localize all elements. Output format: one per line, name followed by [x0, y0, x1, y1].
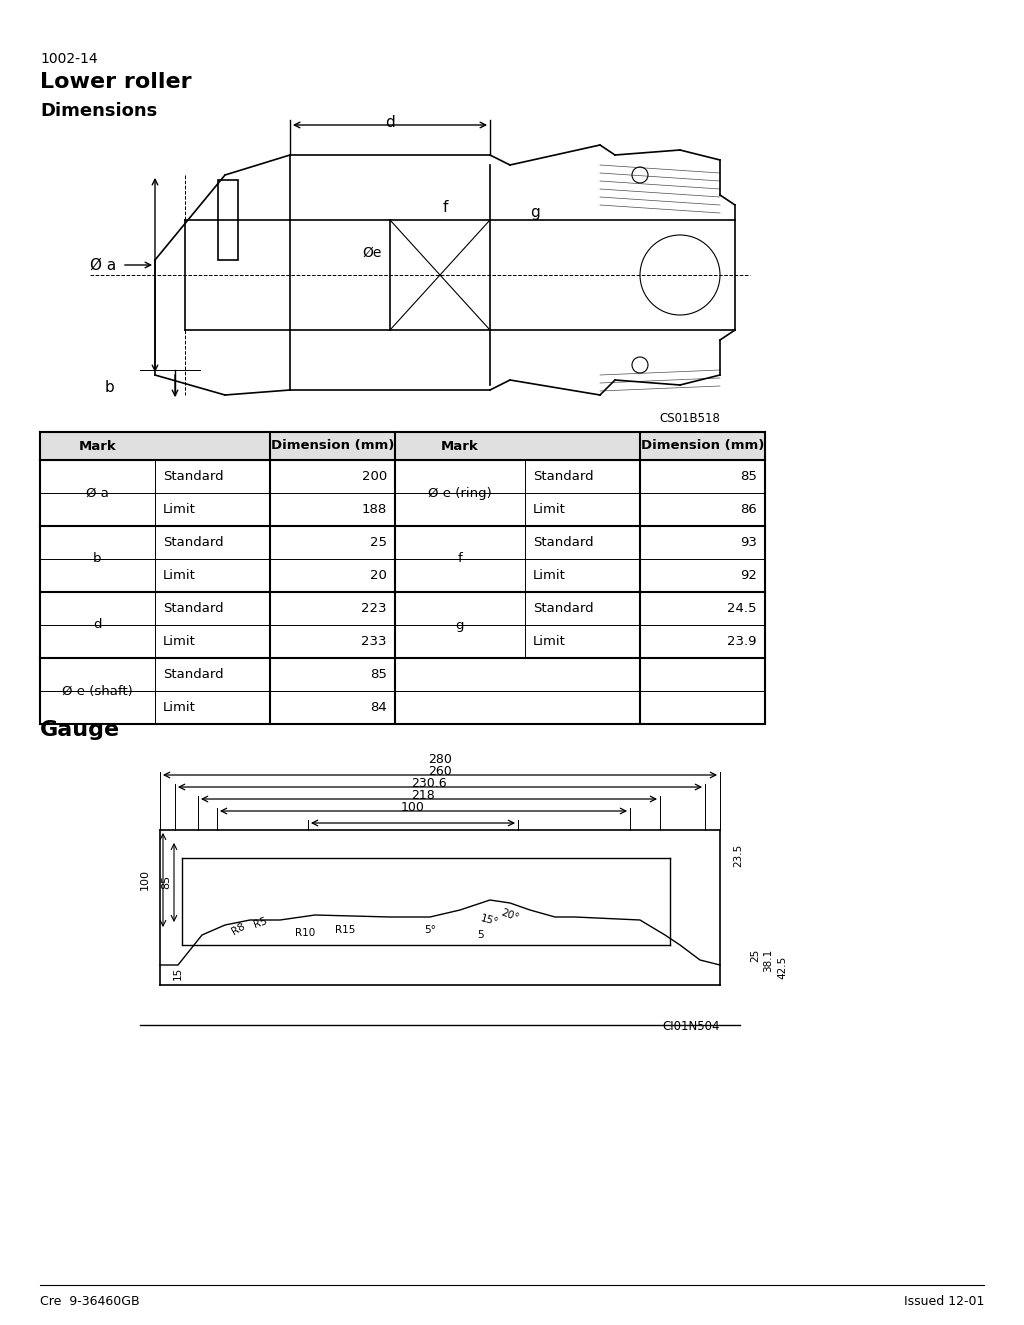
Text: 15°: 15° — [480, 913, 501, 928]
Text: g: g — [530, 205, 540, 220]
Text: 1002-14: 1002-14 — [40, 52, 97, 66]
Text: Lower roller: Lower roller — [40, 72, 191, 91]
Text: Standard: Standard — [163, 602, 223, 615]
Text: Mark: Mark — [441, 440, 479, 453]
Text: 84: 84 — [371, 701, 387, 714]
Text: Standard: Standard — [163, 470, 223, 484]
Text: 20: 20 — [370, 568, 387, 582]
Text: 218: 218 — [412, 788, 435, 802]
Text: 38.1: 38.1 — [763, 949, 773, 971]
Text: 100: 100 — [140, 869, 150, 890]
Text: Limit: Limit — [534, 635, 566, 648]
Text: Ø e (shaft): Ø e (shaft) — [62, 685, 133, 697]
Text: CI01N504: CI01N504 — [663, 1020, 720, 1034]
Text: 188: 188 — [361, 504, 387, 515]
Text: 5: 5 — [477, 930, 483, 939]
Text: Ø e (ring): Ø e (ring) — [428, 486, 492, 500]
Text: b: b — [105, 380, 115, 395]
Text: b: b — [93, 553, 101, 566]
Text: d: d — [385, 115, 395, 130]
Text: 42.5: 42.5 — [777, 955, 787, 979]
Text: 233: 233 — [361, 635, 387, 648]
Text: 20°: 20° — [500, 908, 520, 922]
Bar — [218, 180, 238, 260]
Text: Dimensions: Dimensions — [40, 102, 158, 121]
Text: Limit: Limit — [163, 504, 196, 515]
Text: Standard: Standard — [534, 537, 594, 549]
Text: 5°: 5° — [424, 925, 436, 935]
Text: Mark: Mark — [79, 440, 117, 453]
Text: Limit: Limit — [534, 568, 566, 582]
Text: Gauge: Gauge — [40, 719, 120, 739]
Text: 223: 223 — [361, 602, 387, 615]
Text: Dimension (mm): Dimension (mm) — [641, 440, 764, 453]
Text: g: g — [456, 619, 464, 632]
Text: 85: 85 — [161, 874, 171, 889]
Text: 25: 25 — [750, 949, 760, 962]
Text: Ø a: Ø a — [86, 486, 109, 500]
Text: 85: 85 — [370, 668, 387, 681]
Text: 23.5: 23.5 — [733, 844, 743, 867]
Text: f: f — [458, 553, 463, 566]
Bar — [40, 432, 765, 460]
Text: R5: R5 — [252, 916, 268, 930]
Text: 85: 85 — [740, 470, 757, 484]
Text: 24.5: 24.5 — [727, 602, 757, 615]
Text: f: f — [442, 200, 447, 216]
Text: 200: 200 — [361, 470, 387, 484]
Text: Dimension (mm): Dimension (mm) — [270, 440, 394, 453]
Text: Standard: Standard — [534, 470, 594, 484]
Text: R10: R10 — [295, 927, 315, 938]
Text: Standard: Standard — [163, 668, 223, 681]
Text: 23.9: 23.9 — [727, 635, 757, 648]
Text: R8: R8 — [229, 921, 247, 937]
Text: 260: 260 — [428, 765, 452, 778]
Text: 25: 25 — [370, 537, 387, 549]
Text: 86: 86 — [740, 504, 757, 515]
Text: Issued 12-01: Issued 12-01 — [903, 1295, 984, 1308]
Text: Limit: Limit — [534, 504, 566, 515]
Text: R15: R15 — [335, 925, 355, 935]
Text: 93: 93 — [740, 537, 757, 549]
Text: 230.6: 230.6 — [412, 776, 446, 790]
Text: Øe: Øe — [362, 246, 382, 260]
Text: 15: 15 — [173, 966, 183, 979]
Text: 92: 92 — [740, 568, 757, 582]
Text: 280: 280 — [428, 753, 452, 766]
Text: Standard: Standard — [534, 602, 594, 615]
Text: Limit: Limit — [163, 701, 196, 714]
Text: Ø a: Ø a — [90, 257, 117, 273]
Text: Standard: Standard — [163, 537, 223, 549]
Text: CS01B518: CS01B518 — [659, 412, 720, 425]
Text: d: d — [93, 619, 101, 632]
Text: Limit: Limit — [163, 635, 196, 648]
Text: 100: 100 — [401, 802, 425, 814]
Text: Cre  9-36460GB: Cre 9-36460GB — [40, 1295, 139, 1308]
Text: Limit: Limit — [163, 568, 196, 582]
